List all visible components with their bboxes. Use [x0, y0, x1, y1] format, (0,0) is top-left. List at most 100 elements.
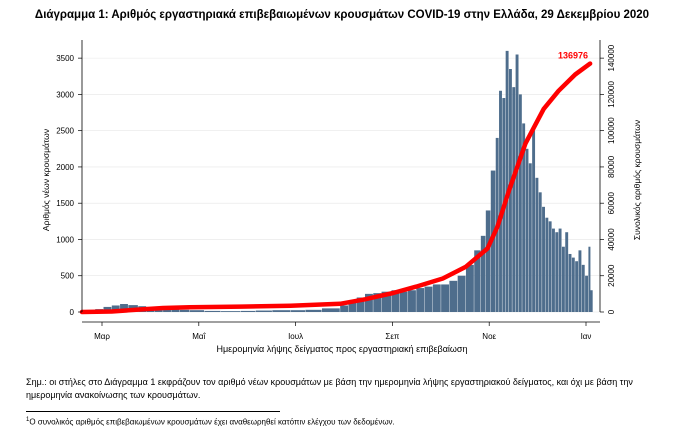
y-right-tick-label: 140000 — [607, 44, 616, 71]
chart-title: Διάγραμμα 1: Αριθμός εργαστηριακά επιβεβ… — [34, 9, 650, 21]
bar — [555, 232, 559, 312]
bar — [499, 90, 502, 312]
daily-cases-bars — [82, 50, 593, 313]
y-right-tick-label: 40000 — [607, 228, 616, 251]
bar — [364, 293, 373, 312]
y-left-tick-label: 2500 — [56, 127, 74, 136]
bar — [485, 210, 491, 312]
y-left-tick-label: 0 — [70, 308, 75, 317]
bar — [465, 264, 474, 312]
y-right-tick-label: 100000 — [607, 117, 616, 144]
bar — [588, 246, 591, 312]
y-left-tick-label: 2000 — [56, 163, 74, 172]
bar — [474, 250, 481, 312]
bar — [532, 130, 536, 312]
y-left-tick-label: 3000 — [56, 90, 74, 99]
bar — [518, 94, 522, 313]
y-left-tick-label: 1500 — [56, 199, 74, 208]
bar — [515, 54, 519, 313]
bar — [416, 288, 425, 312]
bar — [568, 253, 572, 312]
y-right-axis-label: Συνολικός αριθμός κρουσμάτων — [632, 120, 642, 240]
bar — [348, 301, 357, 312]
bar — [535, 177, 539, 312]
cumulative-cases-line — [79, 61, 593, 315]
axes — [81, 40, 601, 323]
bar — [204, 310, 221, 312]
bar — [221, 311, 241, 312]
bar — [120, 304, 128, 312]
cumulative-total-label: 136976 — [558, 51, 588, 61]
bar — [432, 284, 441, 312]
bar — [391, 290, 400, 312]
bar — [548, 221, 552, 312]
bar — [542, 206, 545, 312]
bar — [480, 235, 486, 312]
x-tick-labels: Μαρ Μαΐ Ιουλ Σεπ Νοε Ιαν — [94, 322, 591, 341]
y-left-tick-labels: 0 500 1000 1500 2000 2500 3000 3500 — [56, 54, 82, 317]
bar — [381, 291, 392, 312]
bar — [552, 228, 555, 312]
bar — [512, 87, 516, 312]
bar — [321, 308, 340, 312]
bar — [272, 310, 291, 312]
bar — [575, 261, 579, 312]
bar — [578, 250, 582, 312]
bar — [457, 275, 466, 312]
chart-note: Σημ.: οι στήλες στο Διάγραμμα 1 εκφράζου… — [26, 377, 633, 400]
footnote-text: Ο συνολικός αριθμός επιβεβαιωμένων κρουσ… — [29, 417, 395, 427]
bar — [305, 309, 322, 312]
bar — [525, 148, 529, 312]
bar — [441, 284, 449, 312]
bar — [179, 309, 190, 312]
bar — [290, 310, 306, 312]
bar — [408, 290, 416, 312]
x-tick-label: Ιουλ — [288, 332, 303, 341]
bar — [424, 286, 433, 312]
bar — [590, 290, 593, 312]
y-right-tick-label: 120000 — [607, 81, 616, 108]
annotations: 136976 — [558, 51, 588, 61]
bar — [356, 297, 365, 312]
bar — [373, 293, 382, 312]
footnote: 1Ο συνολικός αριθμός επιβεβαιωμένων κρου… — [26, 415, 666, 428]
y-left-axis-label: Αριθμός νέων κρουσμάτων — [41, 129, 51, 231]
y-right-tick-label: 20000 — [607, 264, 616, 287]
x-axis-label: Ημερομηνία λήψης δείγματος προς εργαστηρ… — [216, 344, 468, 354]
cumulative-line-path — [79, 61, 593, 315]
bar — [581, 264, 585, 312]
bar — [171, 308, 180, 312]
bar — [585, 275, 589, 312]
bar — [399, 291, 408, 312]
y-right-tick-label: 80000 — [607, 155, 616, 178]
bar — [528, 163, 532, 312]
bar — [545, 217, 549, 312]
y-right-tick-labels: 0 20000 40000 60000 80000 100000 120000 140000 — [600, 44, 616, 314]
bar — [111, 305, 120, 312]
bar — [449, 280, 458, 312]
x-tick-label: Μαΐ — [192, 332, 206, 341]
bar — [558, 228, 562, 312]
bar — [340, 305, 349, 312]
y-left-tick-label: 1000 — [56, 235, 74, 244]
x-tick-label: Νοε — [482, 332, 496, 341]
x-tick-label: Μαρ — [94, 332, 110, 341]
bar — [561, 246, 565, 312]
bar — [571, 257, 575, 312]
footnote-divider — [26, 411, 280, 412]
y-left-tick-label: 500 — [61, 272, 75, 281]
combo-chart: 0 500 1000 1500 2000 2500 3000 3500 0 20000 40000… — [41, 40, 642, 341]
footnote-mark: 1 — [26, 417, 30, 423]
bar — [522, 123, 526, 312]
bar — [565, 232, 569, 312]
bar — [189, 310, 205, 312]
x-tick-label: Ιαν — [581, 332, 592, 341]
bar — [505, 50, 509, 312]
y-left-tick-label: 3500 — [56, 54, 74, 63]
bar — [538, 192, 542, 312]
x-tick-label: Σεπ — [385, 332, 400, 341]
y-right-tick-label: 60000 — [607, 192, 616, 215]
bar — [240, 310, 256, 312]
y-right-tick-label: 0 — [607, 309, 616, 314]
bar — [255, 310, 272, 312]
